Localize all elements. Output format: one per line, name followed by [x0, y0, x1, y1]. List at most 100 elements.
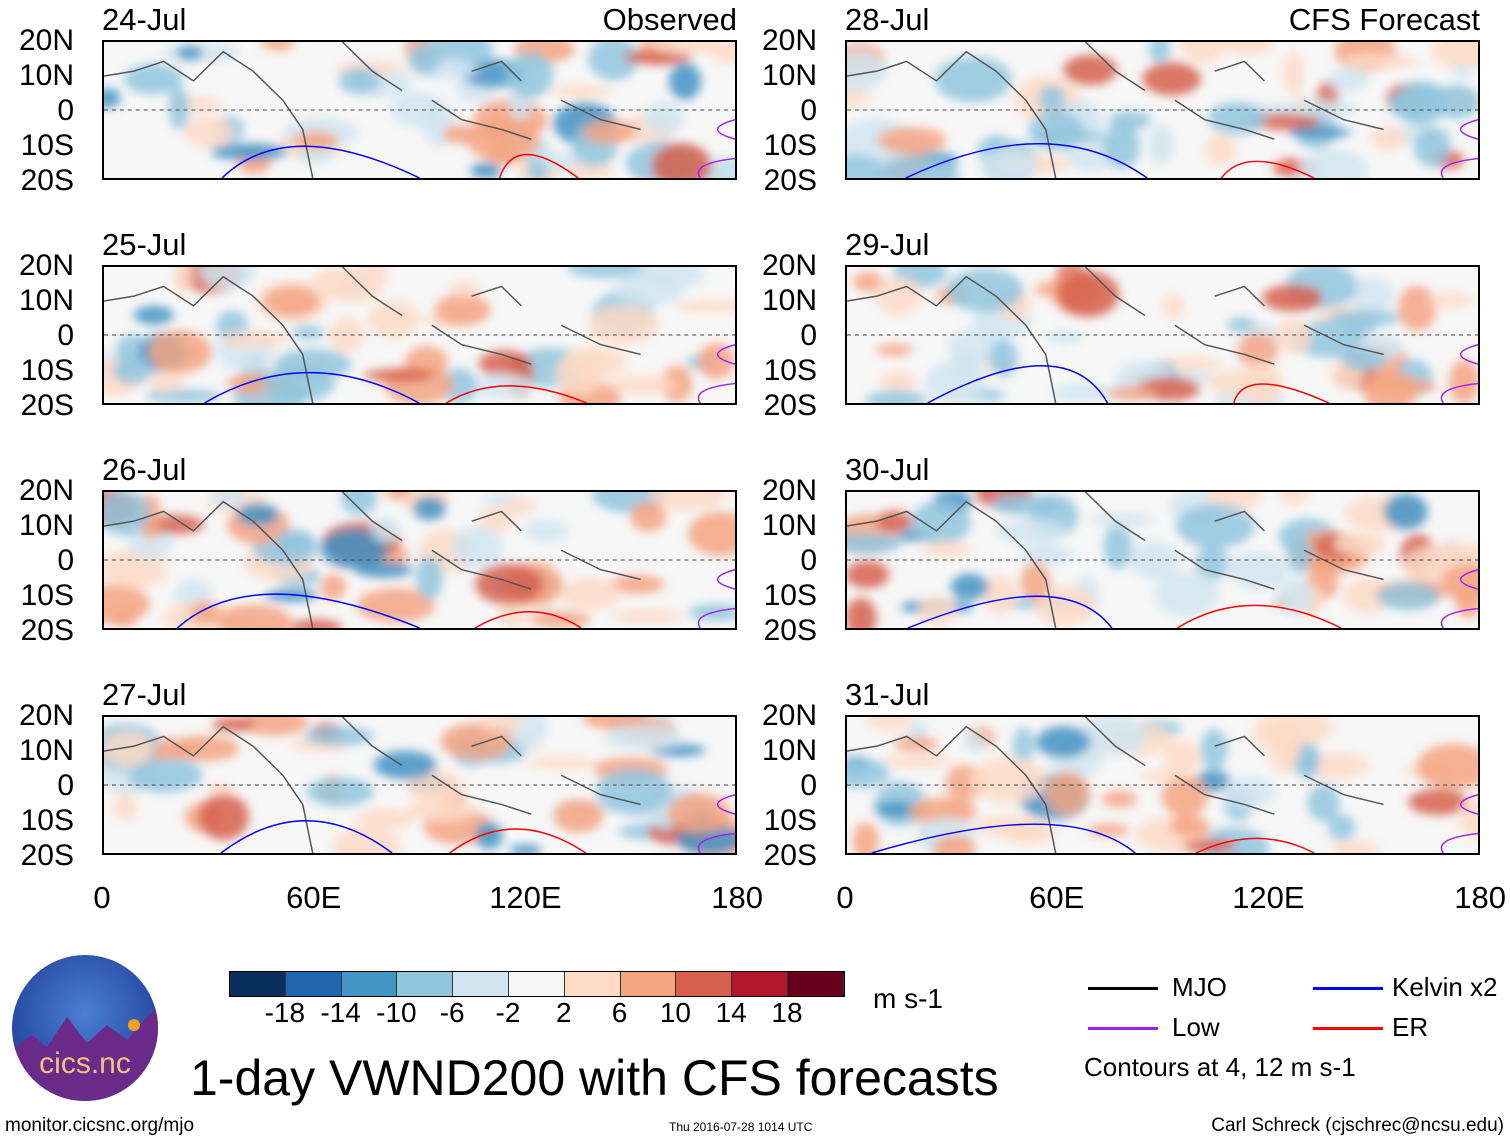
- lat-label: 20N: [761, 24, 817, 57]
- legend-er-label: ER: [1392, 1012, 1429, 1042]
- lon-label: 120E: [1232, 880, 1305, 915]
- legend-er-line: [1313, 1027, 1383, 1030]
- cics-logo: cics.nc: [12, 955, 158, 1101]
- lat-label: 10S: [763, 579, 817, 612]
- lat-label: 20S: [20, 164, 74, 197]
- lat-label: 10N: [761, 509, 817, 542]
- colorbar-tick-label: 14: [715, 997, 747, 1028]
- colorbar-swatch: [230, 972, 286, 996]
- panel-date: 28-Jul: [845, 2, 930, 37]
- map-panel: [102, 40, 737, 180]
- colorbar-tick-label: 6: [611, 997, 628, 1028]
- colorbar-swatch: [285, 972, 342, 996]
- colorbar-swatch: [341, 972, 398, 996]
- lat-label: 0: [57, 769, 74, 802]
- panel-date: 27-Jul: [102, 677, 187, 712]
- lon-label: 60E: [1029, 880, 1085, 915]
- colorbar-tick-label: -14: [320, 997, 361, 1028]
- panel-header: Observed: [602, 2, 737, 37]
- panel-date: 30-Jul: [845, 452, 930, 487]
- legend-mjo-label: MJO: [1172, 972, 1227, 1002]
- colorbar-swatch: [676, 972, 733, 996]
- figure-title: 1-day VWND200 with CFS forecasts: [190, 1050, 999, 1106]
- map-panel: [102, 715, 737, 855]
- panel-date: 31-Jul: [845, 677, 930, 712]
- panel-header: CFS Forecast: [1288, 2, 1480, 37]
- legend-low-label: Low: [1172, 1012, 1220, 1042]
- footer-url[interactable]: monitor.cicsnc.org/mjo: [5, 1115, 195, 1136]
- colorbar-tick-label: -10: [376, 997, 417, 1028]
- lat-label: 0: [800, 94, 817, 127]
- lon-label: 0: [836, 880, 854, 915]
- lat-label: 10S: [20, 804, 74, 837]
- lat-label: 20S: [763, 839, 817, 872]
- map-panel: [845, 490, 1480, 630]
- panel-date: 24-Jul: [102, 2, 187, 37]
- lat-label: 10N: [18, 59, 74, 92]
- lat-label: 10S: [763, 354, 817, 387]
- lat-label: 0: [800, 769, 817, 802]
- lat-label: 10S: [20, 579, 74, 612]
- lat-label: 20S: [20, 614, 74, 647]
- lat-label: 10S: [763, 804, 817, 837]
- lat-label: 10S: [20, 129, 74, 162]
- lat-label: 10N: [18, 734, 74, 767]
- lat-label: 20N: [761, 249, 817, 282]
- lat-label: 0: [800, 319, 817, 352]
- map-panel: [845, 40, 1480, 180]
- lat-label: 0: [57, 544, 74, 577]
- lat-label: 0: [800, 544, 817, 577]
- legend-kelvin-line: [1313, 987, 1383, 990]
- lat-label: 20N: [761, 699, 817, 732]
- lat-label: 20S: [20, 389, 74, 422]
- legend-low-line: [1088, 1027, 1158, 1030]
- lon-label: 0: [93, 880, 111, 915]
- colorbar-swatch: [397, 972, 454, 996]
- lat-label: 10N: [761, 734, 817, 767]
- lat-label: 20N: [18, 249, 74, 282]
- lat-label: 20N: [18, 474, 74, 507]
- lat-label: 20N: [761, 474, 817, 507]
- colorbar-tick-label: -2: [495, 997, 521, 1028]
- lon-label: 120E: [489, 880, 562, 915]
- logo-text: cics.nc: [39, 1047, 131, 1080]
- colorbar-tick-label: 18: [771, 997, 803, 1028]
- colorbar-swatch: [787, 972, 844, 996]
- lat-label: 20S: [763, 164, 817, 197]
- footer-timestamp: Thu 2016-07-28 1014 UTC: [669, 1120, 813, 1134]
- lat-label: 10S: [763, 129, 817, 162]
- lat-label: 20N: [18, 699, 74, 732]
- map-panel: [845, 265, 1480, 405]
- colorbar-tick-label: 10: [659, 997, 691, 1028]
- lat-label: 10N: [18, 509, 74, 542]
- colorbar: [229, 971, 845, 997]
- panel-date: 26-Jul: [102, 452, 187, 487]
- lat-label: 10N: [761, 284, 817, 317]
- lon-label: 60E: [286, 880, 342, 915]
- colorbar-swatch: [564, 972, 621, 996]
- lat-label: 10S: [20, 354, 74, 387]
- colorbar-tick-label: 2: [556, 997, 572, 1028]
- lat-label: 0: [57, 94, 74, 127]
- colorbar-tick-label: -18: [264, 997, 306, 1028]
- colorbar-units: m s-1: [873, 983, 943, 1014]
- map-panel: [845, 715, 1480, 855]
- map-panel: [102, 265, 737, 405]
- footer-author: Carl Schreck (cjschrec@ncsu.edu): [1211, 1115, 1504, 1136]
- colorbar-swatch: [620, 972, 677, 996]
- lat-label: 20S: [20, 839, 74, 872]
- colorbar-tick-label: -6: [439, 997, 465, 1028]
- lon-label: 180: [1454, 880, 1506, 915]
- panel-date: 25-Jul: [102, 227, 187, 262]
- lat-label: 20S: [763, 614, 817, 647]
- colorbar-swatch: [732, 972, 788, 996]
- lon-label: 180: [711, 880, 763, 915]
- lat-label: 10N: [18, 284, 74, 317]
- legend-kelvin-label: Kelvin x2: [1392, 972, 1498, 1002]
- legend-mjo-line: [1088, 987, 1158, 990]
- colorbar-swatch: [508, 972, 565, 996]
- colorbar-swatch: [453, 972, 509, 996]
- panel-date: 29-Jul: [845, 227, 930, 262]
- lat-label: 20S: [763, 389, 817, 422]
- lat-label: 20N: [18, 24, 74, 57]
